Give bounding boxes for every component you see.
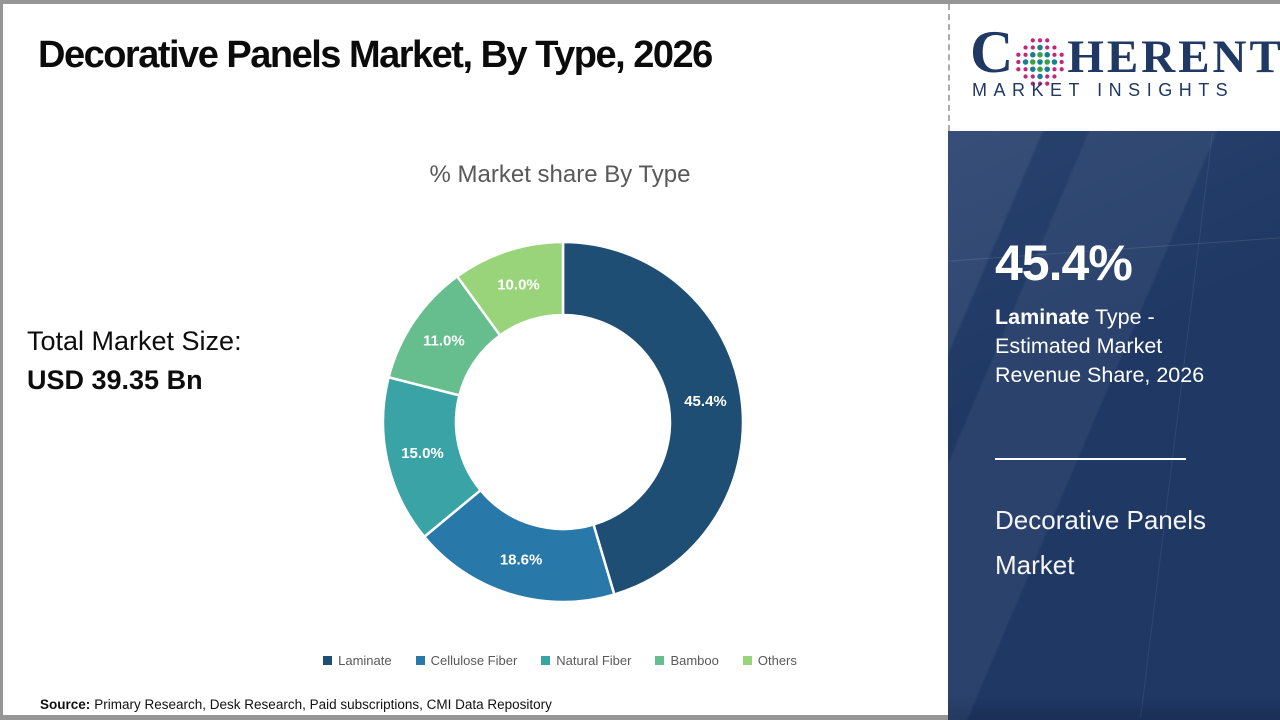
logo-sphere-dot (1030, 58, 1036, 65)
logo-sphere-dot (1037, 58, 1044, 65)
page-border-left (0, 0, 3, 720)
logo-sphere-dot (1037, 65, 1044, 72)
legend-label: Others (757, 653, 797, 668)
highlight-desc-line2: Estimated Market (995, 334, 1163, 358)
logo-sphere-dot (1023, 44, 1029, 50)
donut-slice-label: 45.4% (684, 393, 727, 410)
logo-sphere-dot (1037, 51, 1044, 58)
logo-sphere-dot (1045, 37, 1050, 42)
main-content-area: Decorative Panels Market, By Type, 2026 … (3, 4, 948, 715)
page-title: Decorative Panels Market, By Type, 2026 (38, 34, 713, 76)
source-line: Source: Primary Research, Desk Research, … (40, 697, 552, 712)
logo-sphere-dot (1016, 52, 1021, 57)
highlight-desc-line1: Type - (1089, 305, 1155, 329)
donut-chart: 45.4% 18.6% 15.0% 11.0% 10.0% (380, 239, 746, 605)
logo-word-rest: HERENT (1067, 31, 1280, 83)
panel-divider (995, 458, 1186, 460)
highlight-desc-line3: Revenue Share, 2026 (995, 363, 1205, 387)
legend-item-laminate: Laminate (323, 653, 392, 668)
coherent-logo: C HERENT (970, 19, 1280, 86)
legend-item-natural-fiber: Natural Fiber (541, 653, 631, 668)
legend-swatch (742, 656, 752, 665)
highlight-panel: 45.4% Laminate Type - Estimated Market R… (948, 131, 1280, 720)
highlight-stat-description: Laminate Type - Estimated Market Revenue… (995, 303, 1225, 390)
donut-slice-label: 18.6% (500, 551, 543, 568)
panel-market-name: Decorative Panels Market (995, 498, 1255, 588)
logo-sphere-dot (1052, 52, 1057, 57)
logo-sphere-dot (1023, 73, 1029, 79)
logo-sphere-dot (1030, 65, 1036, 72)
logo-sphere-dot (1030, 44, 1036, 50)
logo-sphere-dot (1030, 37, 1036, 42)
logo-sphere-dot (1045, 81, 1050, 86)
total-market-size-label: Total Market Size: (27, 326, 242, 356)
legend-swatch (541, 656, 551, 665)
donut-chart-svg: 45.4% 18.6% 15.0% 11.0% 10.0% (381, 240, 745, 604)
panel-texture-line (1140, 133, 1213, 718)
donut-slice-label: 15.0% (401, 445, 444, 462)
logo-sphere-dot (1044, 58, 1051, 65)
legend-item-others: Others (742, 653, 797, 668)
logo-sphere-dot (1030, 81, 1036, 86)
donut-slice-label: 10.0% (497, 277, 540, 294)
legend-swatch (323, 656, 333, 665)
logo-sphere-dot (1059, 52, 1065, 57)
donut-slice-laminate (561, 240, 745, 597)
legend-label: Natural Fiber (556, 653, 632, 668)
donut-slice-label: 11.0% (423, 333, 465, 350)
page-border-top (0, 0, 1280, 4)
logo-subtitle: MARKET INSIGHTS (972, 80, 1235, 100)
logo-sphere-dot (1059, 66, 1065, 71)
total-market-size-value: USD 39.35 Bn (27, 365, 203, 395)
logo-sphere-dot (1038, 81, 1043, 86)
total-market-size-block: Total Market Size: USD 39.35 Bn (27, 326, 242, 396)
logo-sphere-dot (1045, 44, 1050, 50)
market-name-line1: Decorative Panels (995, 505, 1206, 535)
logo-sphere-dot (1030, 51, 1036, 58)
legend-label: Laminate (338, 653, 392, 668)
logo-sphere-dot (1052, 58, 1058, 65)
logo-sphere-dot (1052, 44, 1057, 50)
legend-swatch (415, 656, 425, 665)
legend-label: Bamboo (670, 653, 719, 668)
page-border-bottom (0, 715, 948, 720)
logo-sphere-dot (1016, 59, 1021, 64)
market-name-line2: Market (995, 550, 1075, 580)
logo-sphere-dot (1045, 73, 1050, 79)
logo-sphere-dot (1023, 58, 1029, 65)
highlight-stat-value: 45.4% (995, 235, 1133, 291)
logo-sphere-dot (1044, 51, 1051, 58)
logo-sphere-dot (1037, 44, 1044, 50)
highlight-desc-bold: Laminate (995, 305, 1090, 329)
logo-sphere-dot (1023, 66, 1029, 71)
logo-sphere-dot (1052, 66, 1057, 71)
coherent-logo-sphere-icon (1015, 37, 1065, 92)
chart-title: % Market share By Type (429, 161, 691, 188)
donut-slice-others (455, 240, 565, 338)
logo-sphere-dot (1037, 73, 1044, 79)
logo-letter-c: C (970, 19, 1014, 85)
legend-swatch (655, 656, 665, 665)
logo-box: C HERENT MARKET INSIGHTS (948, 4, 1280, 131)
legend-item-bamboo: Bamboo (655, 653, 719, 668)
logo-sphere-dot (1044, 65, 1051, 72)
logo-sphere-dot (1030, 73, 1036, 79)
logo-sphere-dot (1016, 66, 1021, 71)
legend-item-cellulose-fiber: Cellulose Fiber (415, 653, 518, 668)
source-label: Source: (40, 697, 91, 712)
logo-sphere-dot (1038, 37, 1043, 42)
logo-sphere-dot (1052, 73, 1057, 79)
logo-sphere-dot (1059, 59, 1065, 64)
legend-label: Cellulose Fiber (430, 653, 518, 668)
source-text: Primary Research, Desk Research, Paid su… (94, 697, 552, 712)
logo-sphere-dot (1023, 52, 1029, 57)
chart-legend: Laminate Cellulose Fiber Natural Fiber Bamb… (240, 653, 880, 668)
